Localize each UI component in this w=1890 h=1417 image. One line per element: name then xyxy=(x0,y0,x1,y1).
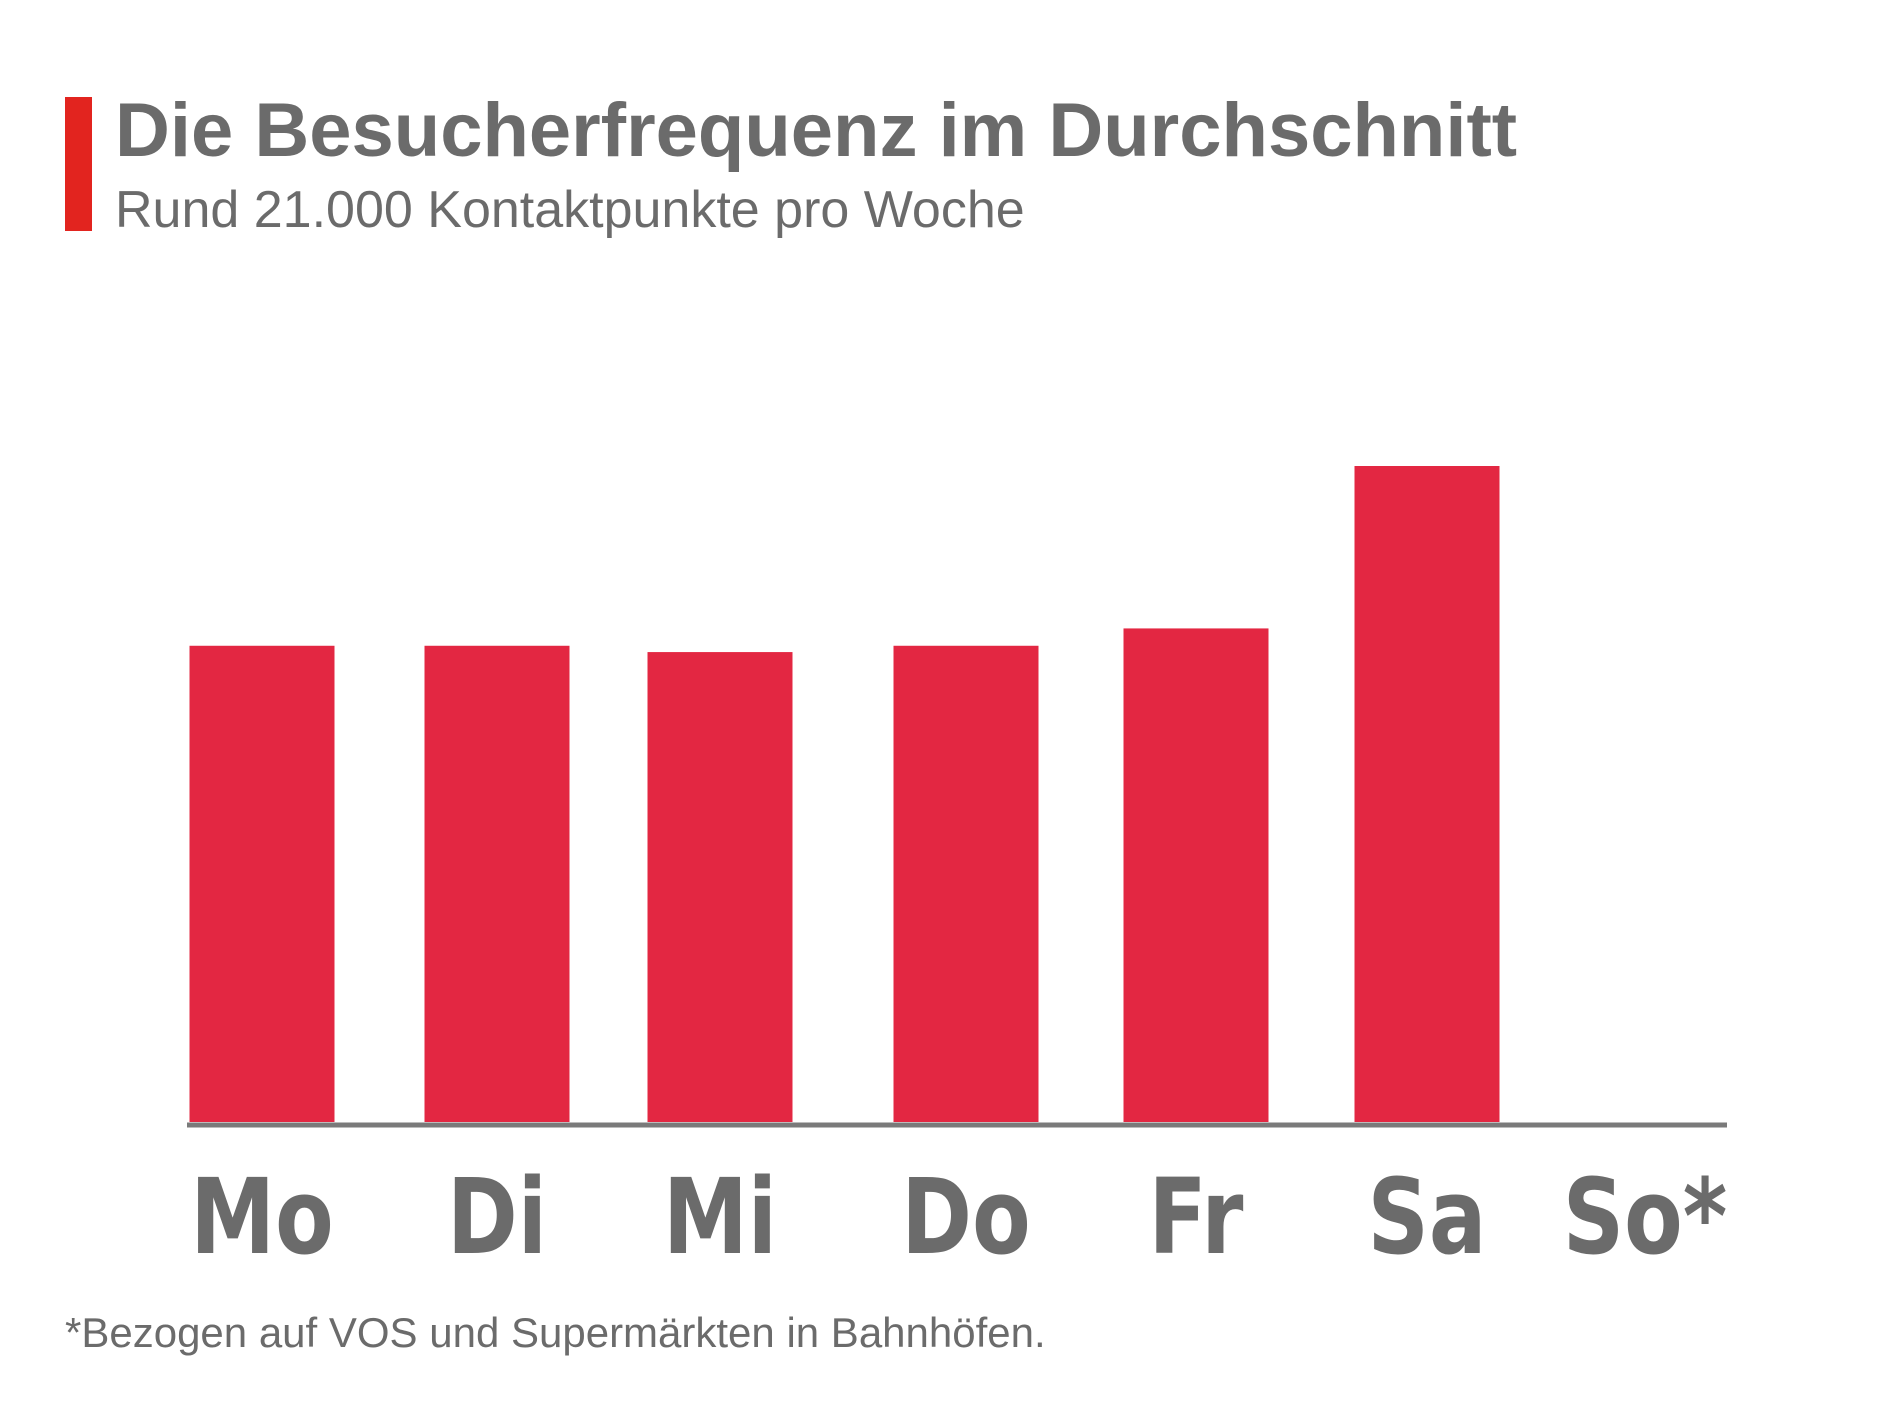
x-tick-label-do: Do xyxy=(901,1158,1030,1278)
x-tick-label-so: So* xyxy=(1563,1158,1728,1278)
x-tick-labels-group: Mo Di Mi Do Fr Sa So* xyxy=(190,1158,1727,1278)
x-tick-label-fr: Fr xyxy=(1149,1158,1244,1278)
footnote: *Bezogen auf VOS und Supermärkten in Bah… xyxy=(65,1309,1046,1356)
bar-do xyxy=(893,645,1039,1122)
bar-fr xyxy=(1123,628,1269,1122)
bars-group xyxy=(189,466,1500,1122)
bar-mo xyxy=(189,645,335,1122)
bar-sa xyxy=(1354,466,1500,1122)
x-tick-label-mo: Mo xyxy=(190,1158,333,1278)
title-accent-bar xyxy=(65,97,92,231)
x-tick-label-di: Di xyxy=(447,1158,547,1278)
bar-di xyxy=(424,645,570,1122)
bar-mi xyxy=(647,652,793,1122)
x-tick-label-mi: Mi xyxy=(663,1158,777,1278)
chart-subtitle: Rund 21.000 Kontaktpunkte pro Woche xyxy=(115,181,1025,239)
chart-title: Die Besucherfrequenz im Durchschnitt xyxy=(115,88,1518,173)
x-tick-label-sa: Sa xyxy=(1368,1158,1487,1278)
